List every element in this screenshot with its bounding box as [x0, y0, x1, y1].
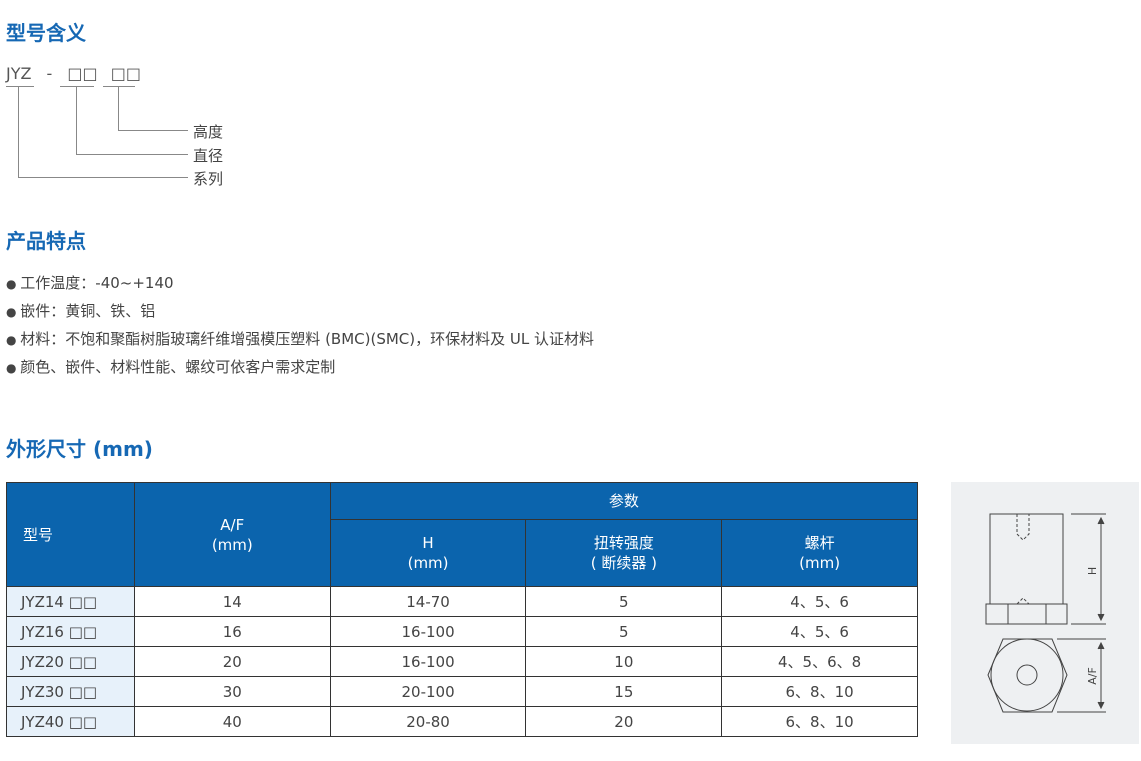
cell-af: 40	[133, 706, 331, 737]
label-height: 高度	[193, 123, 224, 141]
table-row: JYZ16 □□ 16 16-100 5 4、5、6	[6, 616, 918, 647]
label-series: 系列	[193, 170, 224, 188]
cell-torque: 20	[525, 706, 723, 737]
header-torque: 扭转强度( 断续器 )	[525, 519, 723, 587]
cell-model: JYZ20 □□	[6, 646, 135, 677]
cell-model: JYZ40 □□	[6, 706, 135, 737]
cell-model: JYZ16 □□	[6, 616, 135, 647]
cell-h: 20-100	[329, 676, 527, 707]
feature-item: 嵌件：黄铜、铁、铝	[6, 298, 594, 326]
af-label: A/F	[1086, 667, 1099, 685]
section-title-dimensions: 外形尺寸 (mm)	[6, 437, 153, 461]
table-row: JYZ20 □□ 20 16-100 10 4、5、6、8	[6, 646, 918, 677]
cell-af: 20	[133, 646, 331, 677]
label-diameter: 直径	[193, 147, 224, 165]
cell-h: 14-70	[329, 586, 527, 617]
header-af: A/F (mm)	[133, 482, 331, 587]
code-dash: -	[46, 64, 53, 83]
cell-af: 16	[133, 616, 331, 647]
code-prefix: JYZ	[6, 64, 32, 83]
section-title-model-meaning: 型号含义	[6, 21, 86, 45]
cell-torque: 5	[525, 586, 723, 617]
feature-item: 颜色、嵌件、材料性能、螺纹可依客户需求定制	[6, 354, 594, 382]
code-height: □□	[110, 64, 141, 83]
cell-h: 16-100	[329, 616, 527, 647]
cell-af: 14	[133, 586, 331, 617]
header-screw: 螺杆 (mm)	[721, 519, 918, 587]
product-drawing: H A/F	[951, 482, 1139, 744]
cell-torque: 15	[525, 676, 723, 707]
header-params: 参数	[329, 482, 919, 520]
cell-h: 16-100	[329, 646, 527, 677]
header-h: H (mm)	[329, 519, 527, 587]
code-diameter: □□	[67, 64, 98, 83]
dimensions-table: 型号 A/F (mm) 参数 H (mm) 扭转强度( 断续器 ) 螺杆 (mm) J…	[6, 482, 919, 737]
cell-model: JYZ14 □□	[6, 586, 135, 617]
cell-h: 20-80	[329, 706, 527, 737]
cell-screw: 4、5、6、8	[721, 646, 918, 677]
table-row: JYZ14 □□ 14 14-70 5 4、5、6	[6, 586, 918, 617]
table-row: JYZ40 □□ 40 20-80 20 6、8、10	[6, 706, 918, 737]
section-title-features: 产品特点	[6, 229, 86, 253]
cell-screw: 6、8、10	[721, 676, 918, 707]
cell-torque: 5	[525, 616, 723, 647]
h-label: H	[1086, 567, 1099, 575]
table-row: JYZ30 □□ 30 20-100 15 6、8、10	[6, 676, 918, 707]
model-code: JYZ - □□ □□	[6, 64, 141, 83]
feature-item: 材料：不饱和聚酯树脂玻璃纤维增强模压塑料 (BMC)(SMC)，环保材料及 UL…	[6, 326, 594, 354]
feature-item: 工作温度：-40~+140	[6, 270, 594, 298]
cell-screw: 4、5、6	[721, 616, 918, 647]
cell-af: 30	[133, 676, 331, 707]
cell-screw: 6、8、10	[721, 706, 918, 737]
header-model: 型号	[6, 482, 135, 587]
cell-torque: 10	[525, 646, 723, 677]
cell-screw: 4、5、6	[721, 586, 918, 617]
cell-model: JYZ30 □□	[6, 676, 135, 707]
feature-list: 工作温度：-40~+140 嵌件：黄铜、铁、铝 材料：不饱和聚酯树脂玻璃纤维增强…	[6, 270, 594, 382]
